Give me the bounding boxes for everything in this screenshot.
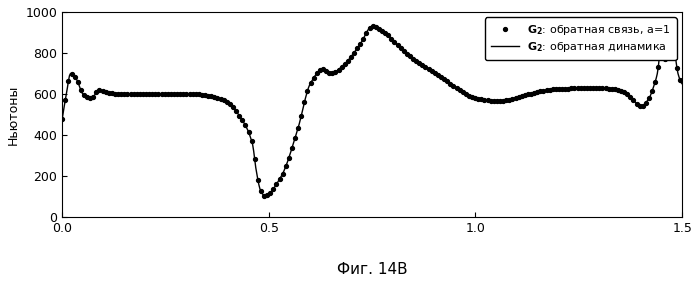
$\mathbf{G_2}$: обратная динамика: (0.681, 742): обратная динамика: (0.681, 742) [340, 63, 348, 67]
$\mathbf{G_2}$: обратная динамика: (1.13, 602): обратная динамика: (1.13, 602) [527, 92, 535, 95]
$\mathbf{G_2}$: обратная связь, a=1: (0.751, 930): обратная связь, a=1: (0.751, 930) [368, 24, 377, 28]
$\mathbf{G_2}$: обратная связь, a=1: (0, 480): обратная связь, a=1: (0, 480) [58, 117, 66, 120]
$\mathbf{G_2}$: обратная связь, a=1: (0.889, 719): обратная связь, a=1: (0.889, 719) [426, 68, 434, 71]
$\mathbf{G_2}$: обратная динамика: (0.386, 574): обратная динамика: (0.386, 574) [217, 98, 226, 101]
$\mathbf{G_2}$: обратная динамика: (0.751, 930): обратная динамика: (0.751, 930) [368, 24, 377, 28]
$\mathbf{G_2}$: обратная связь, a=1: (0.386, 574): обратная связь, a=1: (0.386, 574) [217, 98, 226, 101]
Y-axis label: Ньютоны: Ньютоны [7, 84, 20, 145]
$\mathbf{G_2}$: обратная связь, a=1: (0.681, 742): обратная связь, a=1: (0.681, 742) [340, 63, 348, 67]
$\mathbf{G_2}$: обратная динамика: (0, 480): обратная динамика: (0, 480) [58, 117, 66, 120]
Line: $\mathbf{G_2}$: обратная динамика: $\mathbf{G_2}$: обратная динамика [62, 26, 682, 196]
$\mathbf{G_2}$: обратная связь, a=1: (0.491, 105): обратная связь, a=1: (0.491, 105) [261, 194, 269, 198]
Legend: $\mathbf{G_2}$: обратная связь, a=1, $\mathbf{G_2}$: обратная динамика: $\mathbf{G_2}$: обратная связь, a=1, $\m… [485, 18, 677, 60]
$\mathbf{G_2}$: обратная динамика: (1.01, 577): обратная динамика: (1.01, 577) [474, 97, 482, 101]
$\mathbf{G_2}$: обратная динамика: (0.265, 602): обратная динамика: (0.265, 602) [168, 92, 176, 95]
$\mathbf{G_2}$: обратная связь, a=1: (1.01, 577): обратная связь, a=1: (1.01, 577) [474, 97, 482, 101]
$\mathbf{G_2}$: обратная динамика: (0.889, 719): обратная динамика: (0.889, 719) [426, 68, 434, 71]
$\mathbf{G_2}$: обратная динамика: (0.491, 105): обратная динамика: (0.491, 105) [261, 194, 269, 198]
$\mathbf{G_2}$: обратная связь, a=1: (1.13, 602): обратная связь, a=1: (1.13, 602) [527, 92, 535, 95]
$\mathbf{G_2}$: обратная динамика: (1.5, 650): обратная динамика: (1.5, 650) [678, 82, 686, 86]
Text: Фиг. 14В: Фиг. 14В [337, 262, 408, 277]
Line: $\mathbf{G_2}$: обратная связь, a=1: $\mathbf{G_2}$: обратная связь, a=1 [60, 24, 684, 198]
$\mathbf{G_2}$: обратная связь, a=1: (0.265, 602): обратная связь, a=1: (0.265, 602) [168, 92, 176, 95]
$\mathbf{G_2}$: обратная связь, a=1: (1.5, 650): обратная связь, a=1: (1.5, 650) [678, 82, 686, 86]
